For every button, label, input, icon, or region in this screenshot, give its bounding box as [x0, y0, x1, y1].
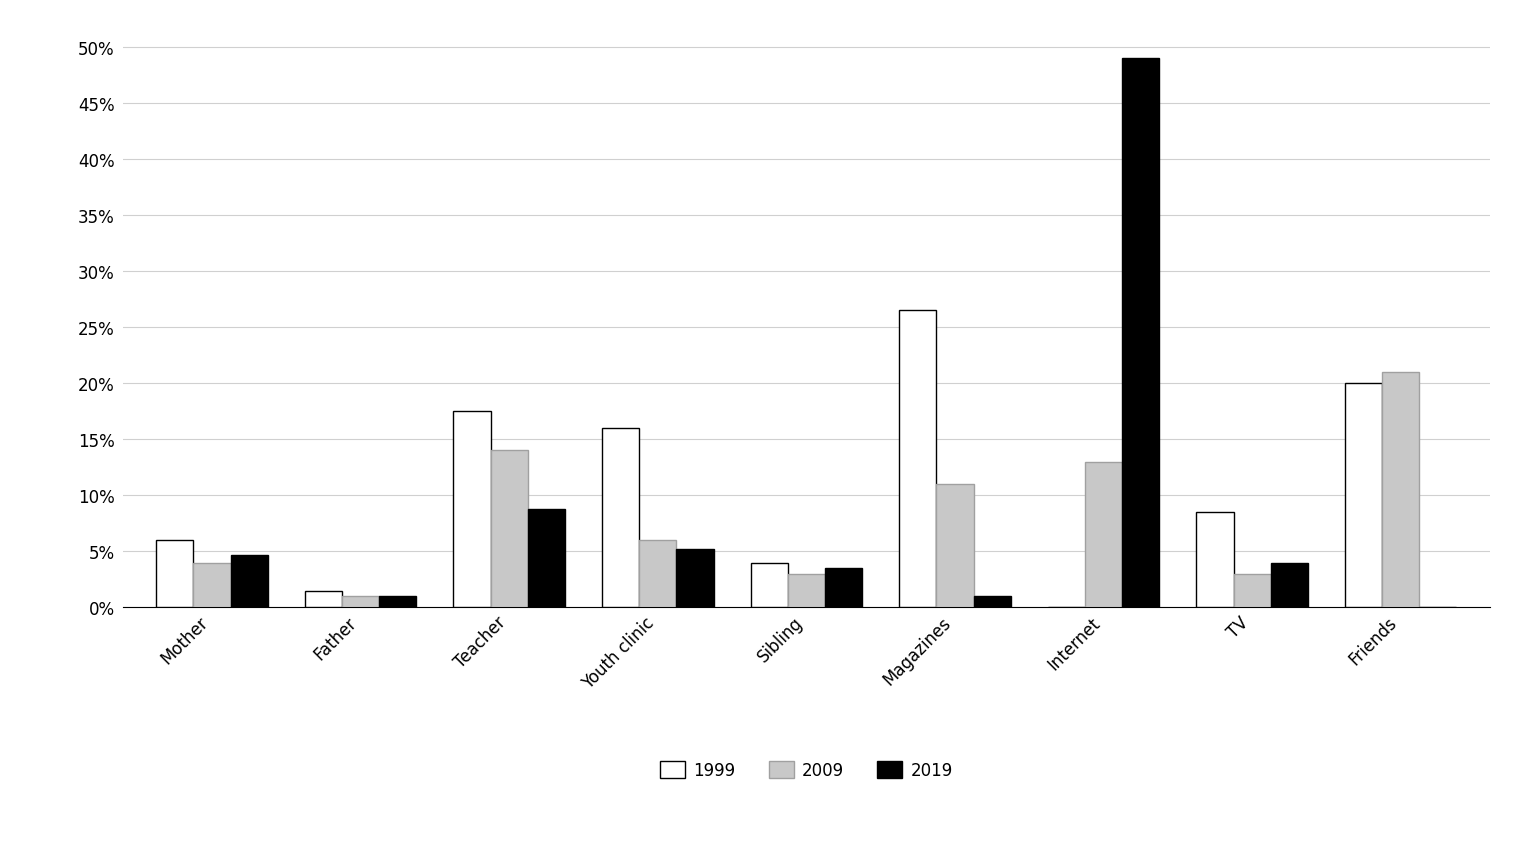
- Bar: [306, 591, 343, 608]
- Bar: [528, 509, 565, 608]
- Bar: [788, 574, 825, 608]
- Bar: [343, 597, 379, 608]
- Bar: [230, 555, 267, 608]
- Bar: [937, 484, 974, 608]
- Bar: [602, 429, 639, 608]
- Bar: [1346, 384, 1382, 608]
- Bar: [1233, 574, 1270, 608]
- Bar: [1123, 59, 1160, 608]
- Bar: [157, 540, 194, 608]
- Legend: 1999, 2009, 2019: 1999, 2009, 2019: [653, 755, 960, 786]
- Bar: [974, 597, 1011, 608]
- Bar: [1197, 512, 1233, 608]
- Bar: [453, 412, 490, 608]
- Bar: [1270, 563, 1307, 608]
- Bar: [639, 540, 676, 608]
- Bar: [825, 569, 862, 608]
- Bar: [899, 311, 937, 608]
- Bar: [1382, 372, 1419, 608]
- Bar: [194, 563, 230, 608]
- Bar: [1084, 463, 1123, 608]
- Bar: [490, 451, 528, 608]
- Bar: [379, 597, 416, 608]
- Bar: [676, 549, 714, 608]
- Bar: [751, 563, 788, 608]
